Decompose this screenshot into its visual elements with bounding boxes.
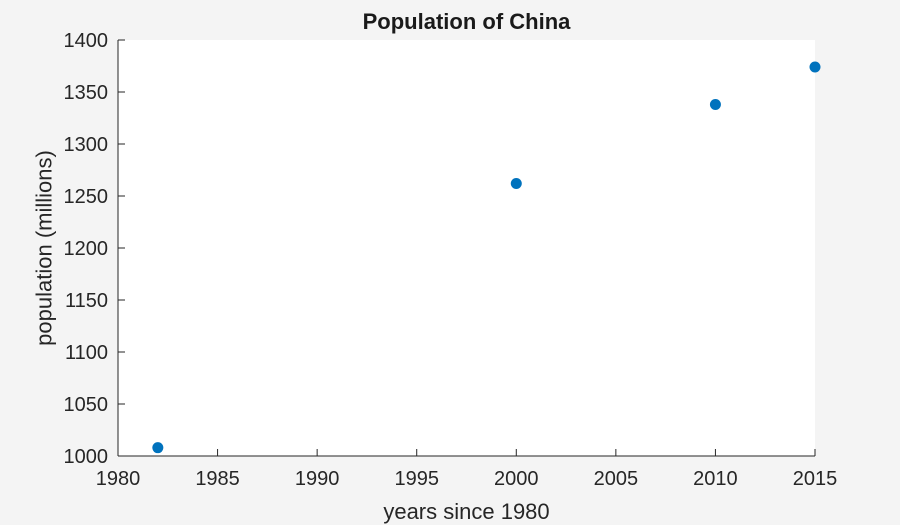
x-tick-label: 1995 (394, 468, 439, 490)
x-tick-label: 2005 (594, 468, 639, 490)
y-tick-label: 1200 (64, 238, 109, 260)
markers-group (152, 61, 821, 454)
ticks-group: 1980 1985 1990 1995 2000 2005 2010 2015 1000 1050… (64, 30, 838, 490)
data-point (809, 61, 821, 73)
x-axis-label: years since 1980 (383, 499, 549, 524)
y-tick-label: 1100 (65, 342, 108, 364)
y-tick-label: 1050 (64, 394, 109, 416)
data-point (709, 98, 721, 110)
y-tick-label: 1250 (64, 186, 109, 208)
y-tick-label: 1150 (65, 290, 108, 312)
y-tick-label: 1000 (64, 446, 109, 468)
x-tick-label: 2015 (793, 468, 838, 490)
axis-lines-group (117, 40, 815, 457)
x-tick-label: 2010 (693, 468, 738, 490)
data-point (152, 442, 164, 454)
data-point (510, 178, 522, 190)
y-tick-label: 1350 (64, 82, 109, 104)
x-tick-label: 2000 (494, 468, 539, 490)
y-tick-label: 1300 (64, 134, 109, 156)
x-tick-label: 1990 (295, 468, 340, 490)
chart-title: Population of China (363, 9, 572, 34)
y-axis-label: population (millions) (32, 150, 57, 346)
axes-background (118, 40, 815, 456)
x-tick-label: 1980 (96, 468, 141, 490)
y-tick-label: 1400 (64, 30, 109, 52)
x-tick-label: 1985 (195, 468, 240, 490)
